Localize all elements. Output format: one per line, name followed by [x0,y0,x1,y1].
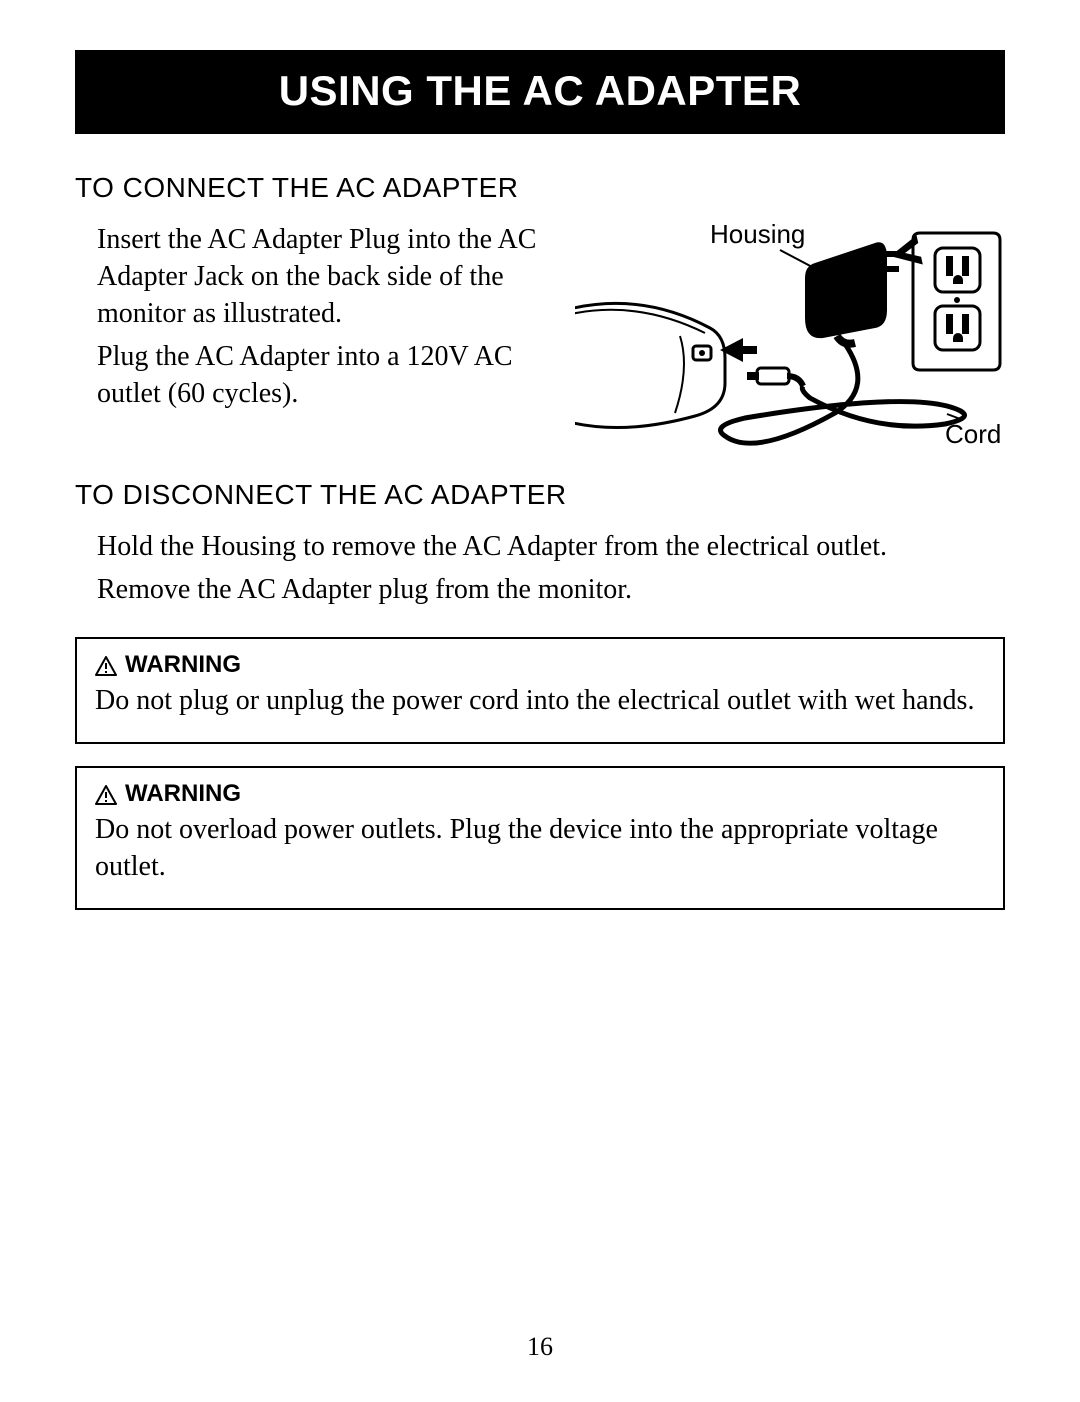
warning-triangle-icon [95,784,117,804]
warning-heading: WARNING [95,780,985,808]
wall-outlet-icon [913,233,1000,370]
adapter-housing-icon [805,242,899,343]
warning-box: WARNING Do not plug or unplug the power … [75,637,1005,744]
page-title-bar: USING THE AC ADAPTER [75,50,1005,134]
connect-row: Insert the AC Adapter Plug into the AC A… [75,222,1005,453]
adapter-diagram-svg: Housing [575,218,1005,453]
disconnect-paragraph-1: Hold the Housing to remove the AC Adapte… [97,529,1005,566]
connect-text-block: Insert the AC Adapter Plug into the AC A… [75,222,565,453]
disconnect-heading: TO DISCONNECT THE AC ADAPTER [75,479,1005,511]
connect-heading: TO CONNECT THE AC ADAPTER [75,172,1005,204]
warning-text: Do not overload power outlets. Plug the … [95,812,985,886]
warning-label: WARNING [125,780,241,808]
connect-paragraph-1: Insert the AC Adapter Plug into the AC A… [97,222,565,333]
page-number: 16 [0,1332,1080,1362]
disconnect-paragraph-2: Remove the AC Adapter plug from the moni… [97,572,1005,609]
housing-label: Housing [710,219,805,249]
warning-box: WARNING Do not overload power outlets. P… [75,766,1005,910]
dc-plug-icon [720,338,803,386]
adapter-diagram: Housing [575,218,1005,453]
manual-page: USING THE AC ADAPTER TO CONNECT THE AC A… [0,0,1080,1402]
warning-text: Do not plug or unplug the power cord int… [95,683,985,720]
warning-heading: WARNING [95,651,985,679]
disconnect-section: TO DISCONNECT THE AC ADAPTER Hold the Ho… [75,479,1005,609]
warning-label: WARNING [125,651,241,679]
cord-label: Cord [945,419,1001,449]
connect-paragraph-2: Plug the AC Adapter into a 120V AC outle… [97,339,565,413]
monitor-icon [575,303,725,427]
warning-triangle-icon [95,655,117,675]
